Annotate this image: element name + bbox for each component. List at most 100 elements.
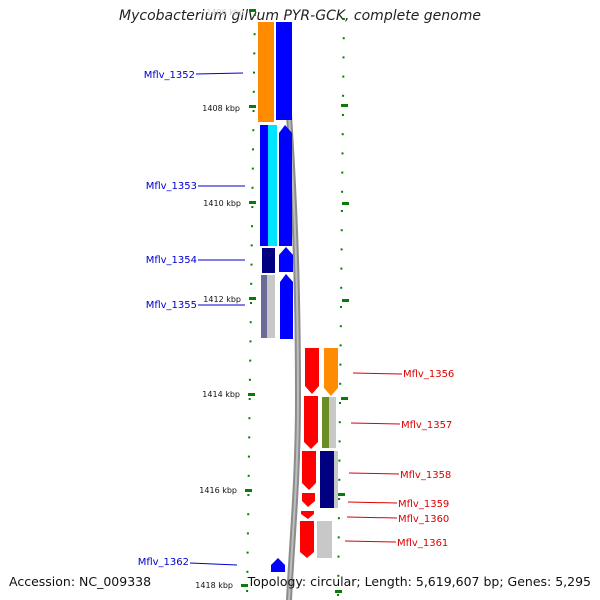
scale-dot (247, 494, 250, 496)
gene-feature-mflv-1353[interactable] (260, 125, 292, 246)
gene-arrow-red (304, 396, 318, 449)
gene-arrow-red (302, 493, 315, 507)
gene-feature-mflv-1360[interactable] (301, 511, 314, 519)
scale-dot (246, 570, 249, 573)
right-scale-tick (338, 493, 345, 496)
gene-feature-mflv-1357[interactable] (304, 396, 336, 449)
scale-dot (253, 33, 256, 36)
scale-tick: 1410 kbp (203, 199, 256, 208)
gene-feature-mflv-1362[interactable] (271, 558, 285, 572)
scale-dot (246, 551, 249, 554)
scale-dot (248, 436, 251, 439)
gene-arrow-red (302, 451, 316, 490)
gene-label-mflv-1361[interactable]: Mflv_1361 (344, 538, 448, 549)
scale-dot (337, 536, 340, 539)
gene-label-mflv-1352[interactable]: Mflv_1352 (144, 70, 244, 81)
scale-tick: 1416 kbp (199, 486, 252, 495)
gene-arrow-blue (279, 125, 292, 246)
leader-line (346, 516, 398, 519)
scale-dot (248, 417, 251, 420)
topology-summary-text: Topology: circular; Length: 5,619,607 bp… (247, 574, 591, 589)
right-scale-tick (341, 104, 348, 107)
gene-feature-mflv-1358[interactable] (302, 451, 338, 508)
gene-label-mflv-1355[interactable]: Mflv_1355 (146, 300, 245, 311)
scale-dot (339, 363, 342, 366)
gene-label-mflv-1358[interactable]: Mflv_1358 (348, 470, 451, 481)
scale-dot (249, 321, 252, 324)
gene-label-text: Mflv_1355 (146, 300, 197, 311)
gene-arrow-blue (279, 247, 293, 272)
gene-feature-mflv-1354[interactable] (262, 247, 293, 273)
gene-label-mflv-1354[interactable]: Mflv_1354 (146, 255, 245, 266)
scale-dot (339, 344, 342, 347)
scale-dot (252, 110, 255, 112)
scale-dot (338, 478, 341, 481)
scale-dot (249, 340, 252, 343)
accession-text: Accession: NC_009338 (9, 574, 152, 589)
gene-label-text: Mflv_1360 (398, 514, 449, 525)
scale-dot (252, 90, 255, 93)
gene-feature-mflv-1355[interactable] (261, 274, 293, 339)
scale-dot (246, 532, 249, 535)
scale-dot (340, 210, 343, 212)
gene-arrow-red (305, 348, 319, 394)
gene-bar-gray (334, 451, 338, 508)
gene-feature-mflv-1352[interactable] (258, 22, 292, 122)
scale-dot (339, 402, 341, 404)
scale-label: 1408 kbp (202, 104, 240, 113)
scale-dot (339, 325, 342, 328)
scale-tick: 1414 kbp (202, 390, 255, 399)
scale-tick: 1406 kbp (206, 8, 256, 17)
gene-label-mflv-1360[interactable]: Mflv_1360 (346, 514, 449, 525)
right-scale-tick (341, 397, 348, 400)
gene-feature-mflv-1361[interactable] (300, 521, 332, 558)
gene-bar-gray (317, 521, 332, 558)
scale-dot (341, 114, 344, 116)
right-scale-dots (337, 18, 345, 596)
scale-dot (248, 398, 251, 400)
scale-dot (342, 94, 345, 97)
right-scale-tick (342, 202, 349, 205)
leader-line (352, 372, 403, 375)
scale-dot (251, 206, 254, 208)
scale-dot (337, 594, 340, 596)
scale-dot (249, 359, 252, 362)
scale-dot (253, 14, 256, 16)
scale-dot (337, 574, 340, 577)
gene-label-mflv-1359[interactable]: Mflv_1359 (347, 499, 449, 510)
gene-label-text: Mflv_1352 (144, 70, 195, 81)
gene-feature-mflv-1359[interactable] (302, 493, 315, 507)
scale-dot (247, 474, 250, 477)
gene-label-mflv-1362[interactable]: Mflv_1362 (138, 557, 238, 568)
scale-dot (340, 286, 343, 289)
scale-dot (338, 421, 341, 424)
gene-label-mflv-1357[interactable]: Mflv_1357 (350, 420, 452, 431)
scale-dot (250, 282, 253, 285)
gene-label-mflv-1353[interactable]: Mflv_1353 (146, 181, 245, 192)
gene-label-mflv-1356[interactable]: Mflv_1356 (352, 369, 454, 380)
gene-arrow-blue (280, 274, 293, 339)
scale-dot (337, 555, 340, 558)
gene-feature-mflv-1356[interactable] (305, 348, 338, 396)
scale-dot (337, 517, 340, 520)
left-scale-dots (246, 14, 256, 592)
scale-dot (251, 167, 254, 170)
scale-dot (340, 306, 342, 308)
gene-bar-gray (267, 275, 275, 338)
scale-dot (342, 37, 345, 40)
scale-label: 1406 kbp (206, 8, 244, 17)
gene-bar-gray (329, 397, 336, 448)
scale-tick: 1408 kbp (202, 104, 256, 113)
gene-arrow-blue (271, 558, 285, 572)
leader-line (344, 540, 397, 543)
scale-dot (247, 513, 250, 516)
scale-dot (342, 75, 345, 78)
scale-dot (341, 152, 344, 155)
scale-dot (342, 18, 345, 20)
scale-dot (340, 267, 343, 270)
gene-bar-cyan (268, 125, 277, 246)
leader-line (189, 562, 238, 566)
scale-dot (251, 225, 253, 228)
scale-dot (251, 186, 254, 189)
